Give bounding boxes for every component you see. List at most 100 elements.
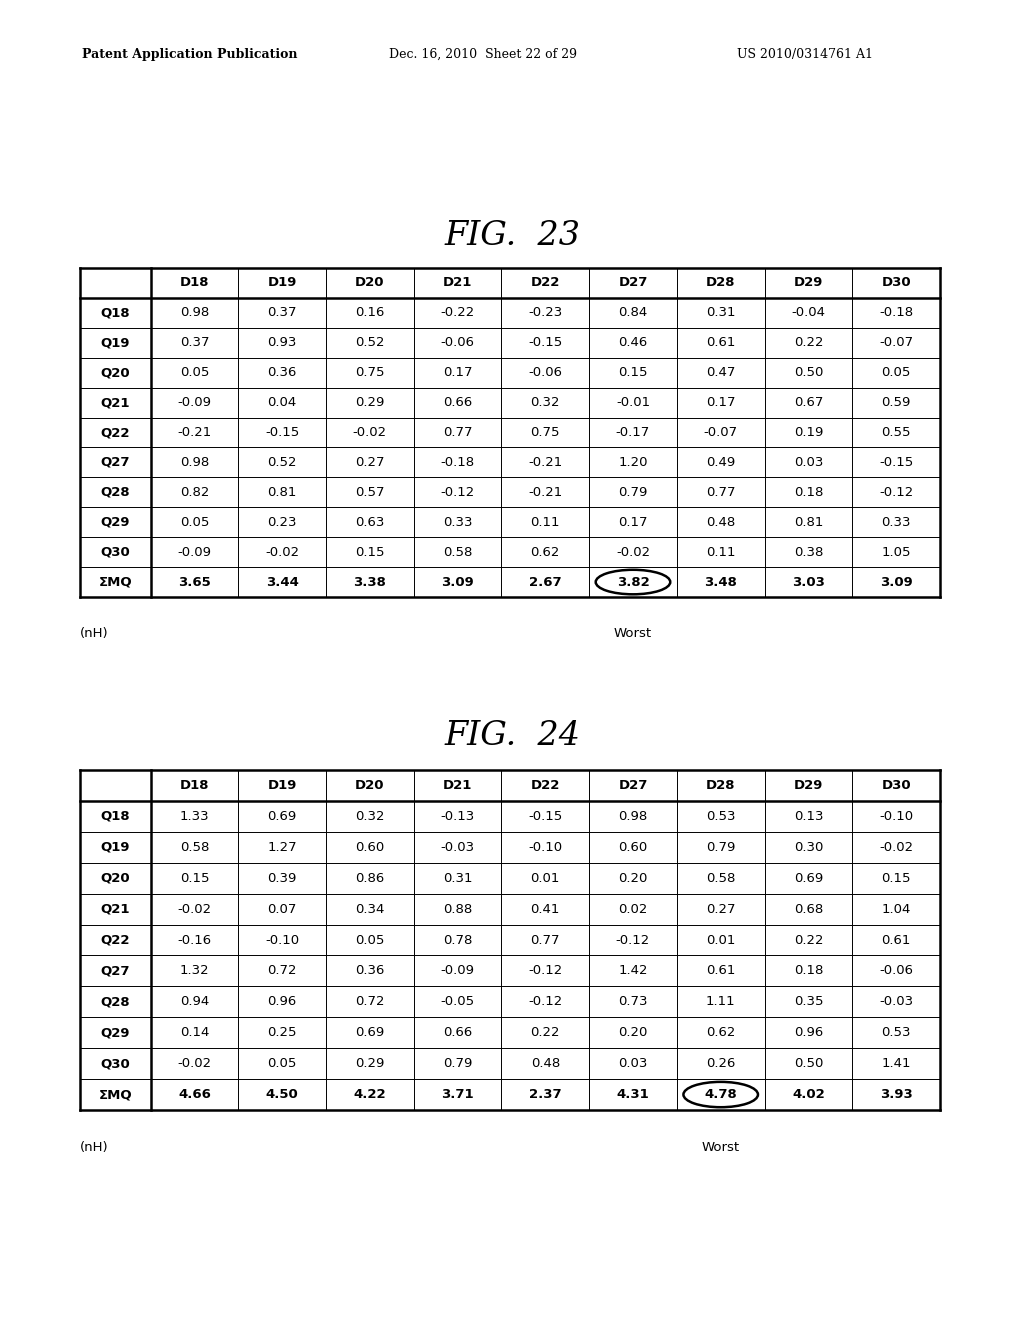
Text: 0.58: 0.58	[442, 545, 472, 558]
Text: 0.11: 0.11	[706, 545, 735, 558]
Text: -0.06: -0.06	[528, 366, 562, 379]
Text: 0.75: 0.75	[530, 426, 560, 440]
Text: -0.12: -0.12	[528, 995, 562, 1008]
Text: 4.02: 4.02	[792, 1088, 824, 1101]
Text: 0.38: 0.38	[794, 545, 823, 558]
Text: Q28: Q28	[100, 486, 130, 499]
Text: 0.66: 0.66	[443, 396, 472, 409]
Text: 3.09: 3.09	[441, 576, 474, 589]
Text: 3.82: 3.82	[616, 576, 649, 589]
Text: 0.69: 0.69	[355, 1026, 384, 1039]
Text: 0.72: 0.72	[267, 965, 297, 977]
Text: 0.05: 0.05	[267, 1057, 297, 1071]
Text: 4.31: 4.31	[616, 1088, 649, 1101]
Text: 0.60: 0.60	[618, 841, 647, 854]
Text: -0.21: -0.21	[177, 426, 212, 440]
Text: 0.07: 0.07	[267, 903, 297, 916]
Text: 0.98: 0.98	[618, 810, 647, 822]
Text: 0.05: 0.05	[179, 516, 209, 529]
Text: D28: D28	[706, 276, 735, 289]
Text: 0.14: 0.14	[179, 1026, 209, 1039]
Text: 0.77: 0.77	[706, 486, 735, 499]
Text: -0.18: -0.18	[879, 306, 913, 319]
Text: 0.52: 0.52	[355, 337, 385, 350]
Text: 0.02: 0.02	[618, 903, 647, 916]
Text: 0.30: 0.30	[794, 841, 823, 854]
Text: 0.27: 0.27	[706, 903, 735, 916]
Text: D21: D21	[442, 779, 472, 792]
Text: 3.82: 3.82	[616, 576, 649, 589]
Text: Dec. 16, 2010  Sheet 22 of 29: Dec. 16, 2010 Sheet 22 of 29	[389, 48, 578, 61]
Text: 0.15: 0.15	[882, 871, 911, 884]
Text: 0.62: 0.62	[530, 545, 560, 558]
Text: 0.37: 0.37	[179, 337, 209, 350]
Text: 0.79: 0.79	[618, 486, 647, 499]
Text: 0.16: 0.16	[355, 306, 384, 319]
Text: 0.86: 0.86	[355, 871, 384, 884]
Text: D30: D30	[882, 779, 911, 792]
Text: 0.59: 0.59	[882, 396, 910, 409]
Text: 0.34: 0.34	[355, 903, 384, 916]
Text: -0.03: -0.03	[440, 841, 474, 854]
Text: 1.27: 1.27	[267, 841, 297, 854]
Text: -0.06: -0.06	[880, 965, 913, 977]
Text: 1.05: 1.05	[882, 545, 911, 558]
Text: 0.05: 0.05	[355, 933, 384, 946]
Text: 0.61: 0.61	[706, 337, 735, 350]
Text: 0.17: 0.17	[618, 516, 648, 529]
Text: Q20: Q20	[100, 366, 130, 379]
Text: FIG.  24: FIG. 24	[444, 719, 580, 752]
Text: 0.62: 0.62	[706, 1026, 735, 1039]
Text: -0.12: -0.12	[440, 486, 475, 499]
Text: -0.10: -0.10	[879, 810, 913, 822]
Text: Q29: Q29	[100, 516, 130, 529]
Text: 3.65: 3.65	[178, 576, 211, 589]
Text: Q27: Q27	[100, 455, 130, 469]
Text: Q28: Q28	[100, 995, 130, 1008]
Text: 0.05: 0.05	[882, 366, 910, 379]
Text: 0.61: 0.61	[706, 965, 735, 977]
Text: 0.18: 0.18	[794, 486, 823, 499]
Text: 2.37: 2.37	[529, 1088, 561, 1101]
Text: 0.81: 0.81	[267, 486, 297, 499]
Text: -0.23: -0.23	[528, 306, 562, 319]
Text: Q21: Q21	[100, 903, 130, 916]
Text: Q21: Q21	[100, 396, 130, 409]
Text: 0.47: 0.47	[706, 366, 735, 379]
Text: 0.50: 0.50	[794, 366, 823, 379]
Text: Q29: Q29	[100, 1026, 130, 1039]
Text: 0.41: 0.41	[530, 903, 560, 916]
Text: 0.49: 0.49	[707, 455, 735, 469]
Text: 3.48: 3.48	[705, 576, 737, 589]
Text: Q22: Q22	[100, 933, 130, 946]
Text: -0.02: -0.02	[177, 903, 211, 916]
Text: -0.16: -0.16	[177, 933, 211, 946]
Text: 1.42: 1.42	[618, 965, 648, 977]
Text: 1.41: 1.41	[882, 1057, 911, 1071]
Text: Patent Application Publication: Patent Application Publication	[82, 48, 297, 61]
Text: 3.71: 3.71	[441, 1088, 474, 1101]
Ellipse shape	[596, 570, 671, 594]
Text: -0.21: -0.21	[528, 455, 562, 469]
Text: D22: D22	[530, 276, 560, 289]
Text: D30: D30	[882, 276, 911, 289]
Text: 0.68: 0.68	[794, 903, 823, 916]
Text: 0.29: 0.29	[355, 396, 384, 409]
Text: -0.15: -0.15	[528, 337, 562, 350]
Text: 0.19: 0.19	[794, 426, 823, 440]
Text: 0.50: 0.50	[794, 1057, 823, 1071]
Text: 4.78: 4.78	[705, 1088, 737, 1101]
Text: (nH): (nH)	[80, 1140, 109, 1154]
Text: 3.44: 3.44	[265, 576, 299, 589]
Text: Q19: Q19	[100, 337, 130, 350]
Text: -0.21: -0.21	[528, 486, 562, 499]
Text: 0.63: 0.63	[355, 516, 384, 529]
Text: D19: D19	[267, 779, 297, 792]
Text: 0.77: 0.77	[530, 933, 560, 946]
Text: 0.17: 0.17	[442, 366, 472, 379]
Text: Q18: Q18	[100, 810, 130, 822]
Text: D19: D19	[267, 276, 297, 289]
Text: -0.17: -0.17	[615, 426, 650, 440]
Text: 0.22: 0.22	[794, 337, 823, 350]
Text: Worst: Worst	[701, 1140, 739, 1154]
